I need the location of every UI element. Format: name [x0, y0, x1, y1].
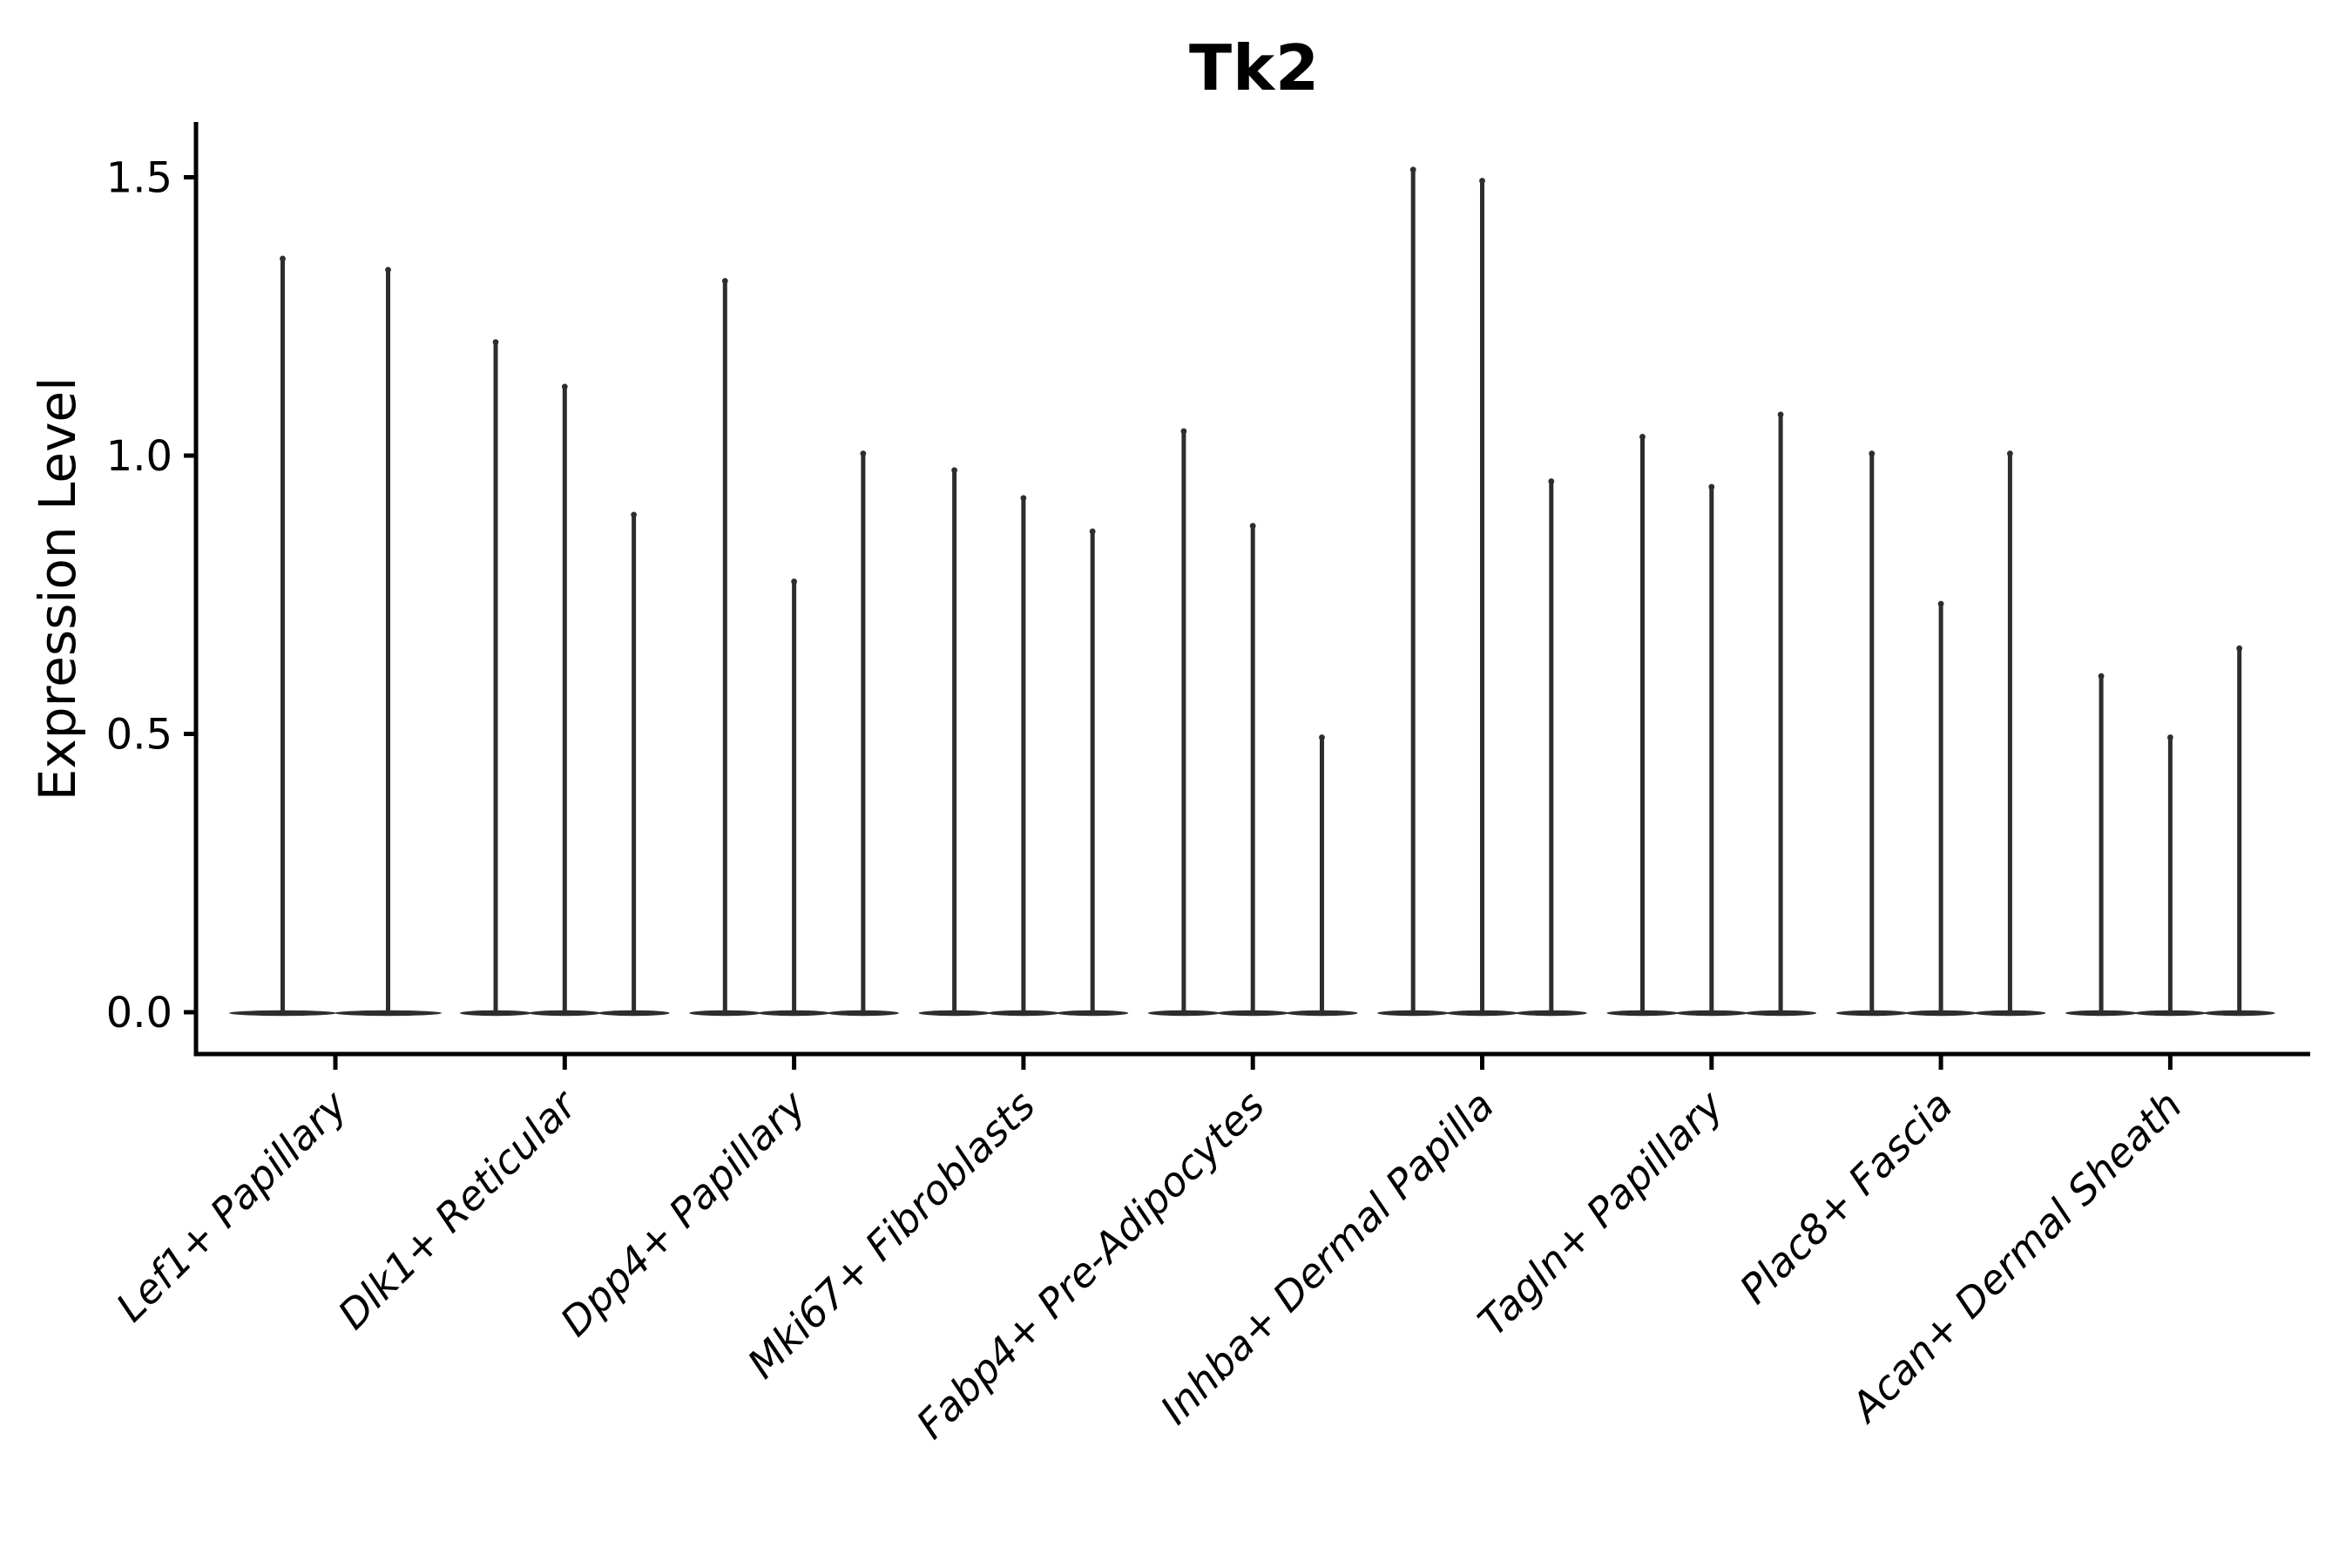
violin-base — [1606, 1010, 1679, 1017]
violin-spike-tip — [951, 467, 957, 474]
plot-title: Tk2 — [1188, 31, 1321, 105]
x-tick-label: Dlk1+ Reticular — [328, 1079, 587, 1338]
violin-base — [1515, 1010, 1587, 1017]
violin-base — [1974, 1010, 2046, 1017]
violin-base — [2065, 1010, 2138, 1017]
violin-base — [2134, 1010, 2207, 1017]
violin-spike-tip — [1548, 478, 1555, 484]
violin-spike-tip — [2098, 672, 2105, 679]
violin-spike-tip — [860, 450, 867, 457]
violin-base — [827, 1010, 899, 1017]
violin-base — [598, 1010, 670, 1017]
violin-spike-tip — [1180, 428, 1187, 435]
violin-base — [1675, 1010, 1747, 1017]
violin-spike-tip — [1319, 734, 1325, 740]
violin-spike-tip — [721, 278, 728, 284]
violin-base — [229, 1010, 336, 1017]
violin-base — [689, 1010, 761, 1017]
violin-spike-tip — [280, 255, 286, 262]
violin-spike-tip — [1249, 523, 1256, 530]
violin-spike-tip — [561, 383, 568, 390]
violin-base — [1217, 1010, 1289, 1017]
violin-spike-tip — [2167, 734, 2173, 740]
x-tick-label: Plac8+ Fascia — [1730, 1082, 1961, 1313]
violin-spike-tip — [1639, 434, 1646, 440]
violin-base — [460, 1010, 531, 1017]
violin-base — [758, 1010, 830, 1017]
violin-base — [1377, 1010, 1450, 1017]
violin-spike-tip — [1708, 483, 1715, 490]
violin-base — [335, 1010, 442, 1017]
violin-spike-tip — [1937, 600, 1944, 607]
violin-base — [1286, 1010, 1358, 1017]
violin-spike-tip — [385, 267, 391, 274]
y-tick-label: 1.0 — [106, 432, 172, 481]
violin-base — [529, 1010, 601, 1017]
violin-base — [1905, 1010, 1977, 1017]
violin-spike-tip — [1869, 450, 1876, 457]
violin-spike-tip — [1409, 166, 1416, 173]
violin-spike-tip — [791, 578, 797, 585]
y-tick-label: 0.0 — [106, 989, 172, 1037]
x-tick-label: Lef1+ Papillary — [107, 1081, 356, 1330]
violin-base — [2203, 1010, 2275, 1017]
violin-spike-tip — [1020, 495, 1027, 502]
x-tick-label: Dpp4+ Papillary — [551, 1081, 815, 1345]
violin-spike-tip — [2007, 450, 2013, 457]
x-tick-label: Tagln+ Papillary — [1469, 1081, 1733, 1345]
violin-base — [1147, 1010, 1220, 1017]
violin-spike-tip — [492, 339, 499, 346]
violin-base — [987, 1010, 1059, 1017]
violin-base — [1057, 1010, 1129, 1017]
y-tick-label: 1.5 — [106, 154, 172, 203]
violin-spike-tip — [1777, 411, 1784, 418]
violin-spike-tip — [2236, 645, 2243, 652]
violin-base — [1446, 1010, 1518, 1017]
violin-base — [1835, 1010, 1908, 1017]
violin-base — [1745, 1010, 1817, 1017]
violin-spike-tip — [1479, 178, 1485, 184]
y-tick-label: 0.5 — [106, 711, 172, 760]
violin-base — [918, 1010, 990, 1017]
violin-spike-tip — [1089, 528, 1096, 535]
violin-spike-tip — [631, 511, 637, 518]
